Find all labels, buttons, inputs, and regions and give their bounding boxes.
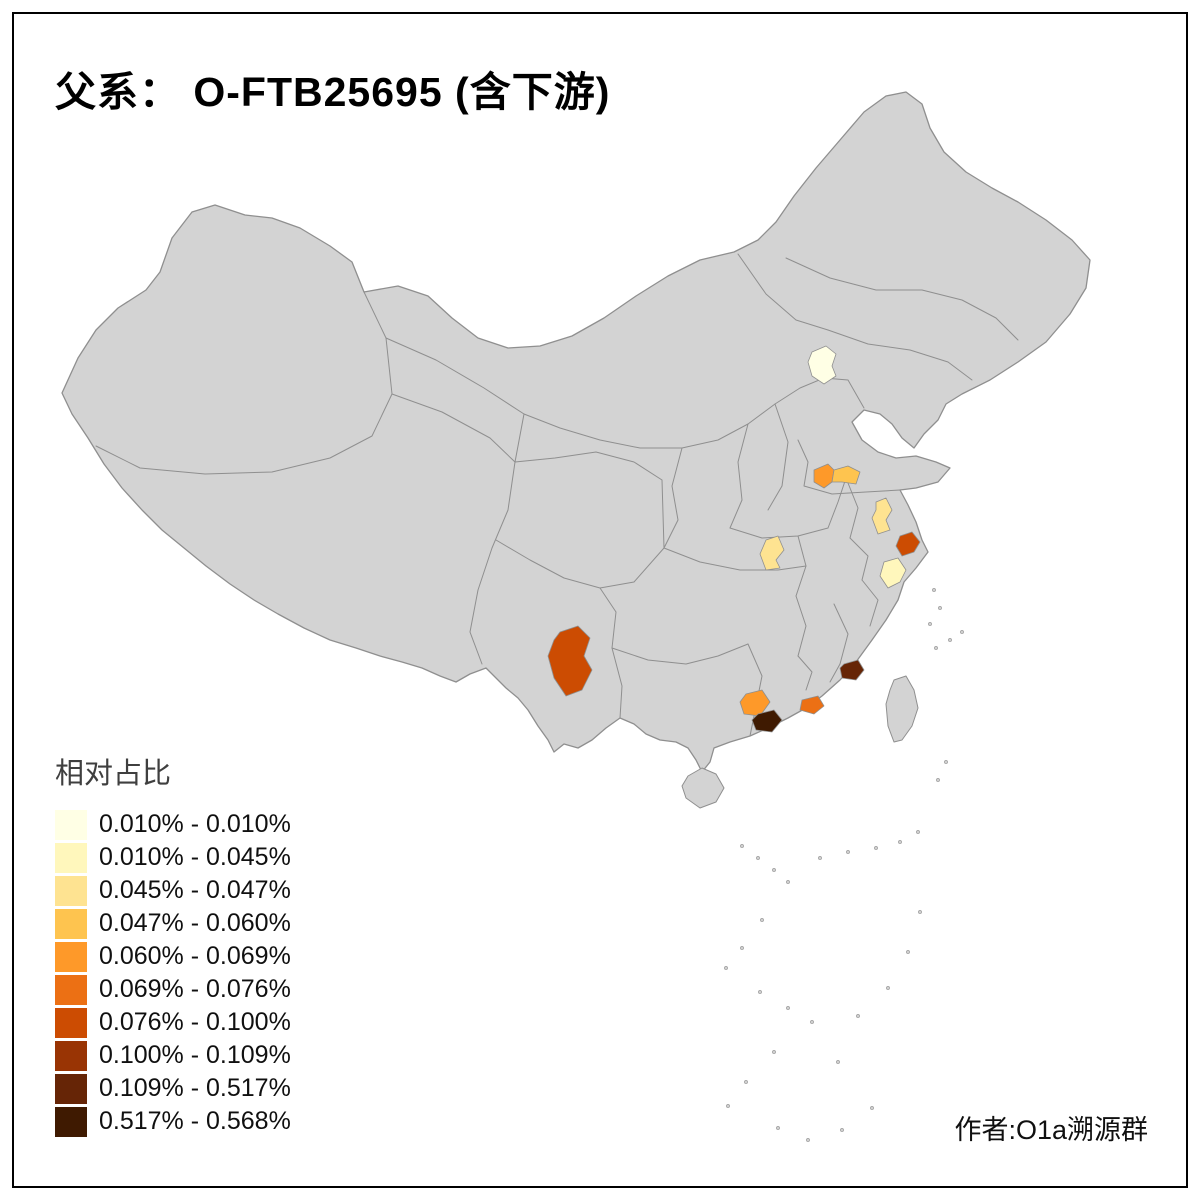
region-guangdong-east xyxy=(799,695,825,715)
region-beijing-area xyxy=(807,345,837,385)
region-zhejiang-north xyxy=(879,557,907,589)
legend-swatch xyxy=(55,941,87,972)
legend-item-label: 0.010% - 0.010% xyxy=(99,810,291,838)
islands xyxy=(681,588,964,1142)
legend-item: 0.047% - 0.060% xyxy=(55,907,291,940)
legend-swatch xyxy=(55,875,87,906)
legend-item: 0.069% - 0.076% xyxy=(55,973,291,1006)
legend-swatch xyxy=(55,1007,87,1038)
region-guangdong-pearl-delta xyxy=(751,709,783,733)
legend-swatch xyxy=(55,809,87,840)
attribution: 作者:O1a溯源群 xyxy=(954,1115,1148,1145)
region-shanghai-suzhou xyxy=(895,531,921,557)
region-jiangsu-central xyxy=(871,497,893,535)
legend-item: 0.076% - 0.100% xyxy=(55,1006,291,1039)
legend-swatch xyxy=(55,1073,87,1104)
legend-swatch xyxy=(55,1106,87,1137)
legend-swatch xyxy=(55,1040,87,1071)
legend-item: 0.010% - 0.010% xyxy=(55,808,291,841)
legend-item-label: 0.010% - 0.045% xyxy=(99,843,291,871)
legend-swatch xyxy=(55,974,87,1005)
legend-item: 0.109% - 0.517% xyxy=(55,1072,291,1105)
legend-swatch xyxy=(55,842,87,873)
legend-swatch xyxy=(55,908,87,939)
region-fujian-south-coast xyxy=(839,659,865,681)
legend-item-label: 0.109% - 0.517% xyxy=(99,1074,291,1102)
legend-item-label: 0.069% - 0.076% xyxy=(99,975,291,1003)
legend-title: 相对占比 xyxy=(55,758,172,790)
legend-item-label: 0.060% - 0.069% xyxy=(99,942,291,970)
legend-item-label: 0.517% - 0.568% xyxy=(99,1107,291,1135)
taiwan-island xyxy=(885,675,919,743)
legend-item: 0.060% - 0.069% xyxy=(55,940,291,973)
region-shandong-west-outer xyxy=(831,465,861,485)
mainland-china xyxy=(61,91,1091,773)
legend: 相对占比 0.010% - 0.010% 0.010% - 0.045% 0.0… xyxy=(55,750,291,1138)
south-china-sea-islets xyxy=(724,588,964,1142)
legend-item: 0.010% - 0.045% xyxy=(55,841,291,874)
legend-item-label: 0.100% - 0.109% xyxy=(99,1041,291,1069)
china-outline xyxy=(61,91,1091,773)
legend-item: 0.100% - 0.109% xyxy=(55,1039,291,1072)
region-yunnan-central xyxy=(547,625,593,697)
region-hunan-north xyxy=(759,535,785,571)
page-title: 父系： O-FTB25695 (含下游) xyxy=(55,69,611,115)
legend-item-label: 0.076% - 0.100% xyxy=(99,1008,291,1036)
legend-item-label: 0.045% - 0.047% xyxy=(99,876,291,904)
hainan-island xyxy=(681,767,725,809)
legend-item: 0.045% - 0.047% xyxy=(55,874,291,907)
highlighted-regions xyxy=(547,345,921,733)
legend-item-label: 0.047% - 0.060% xyxy=(99,909,291,937)
legend-item: 0.517% - 0.568% xyxy=(55,1105,291,1138)
